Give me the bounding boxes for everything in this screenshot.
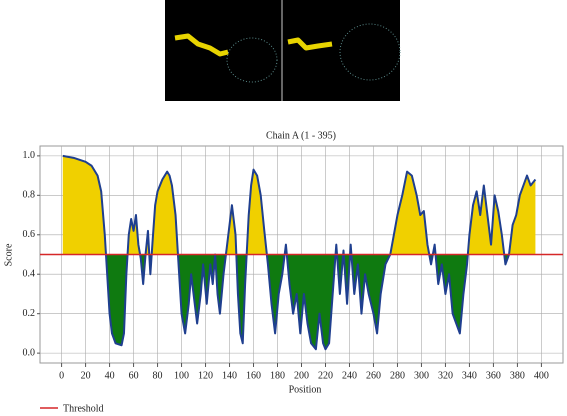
x-tick-label: 380 — [510, 370, 525, 381]
structure-helix — [174, 33, 229, 57]
x-tick-label: 60 — [129, 370, 139, 381]
area-below — [62, 254, 536, 350]
y-tick-label: 0.6 — [23, 229, 36, 240]
x-tick-label: 120 — [198, 370, 213, 381]
y-axis-label: Score — [3, 243, 14, 266]
x-tick-label: 400 — [534, 370, 549, 381]
score-line — [62, 154, 537, 351]
structure-blob — [339, 23, 401, 81]
x-tick-label: 320 — [438, 370, 453, 381]
y-tick-label: 0.8 — [23, 190, 36, 201]
structure-image — [165, 0, 401, 101]
x-tick-label: 280 — [390, 370, 405, 381]
chart-title: Chain A (1 - 395) — [266, 130, 336, 141]
x-tick-label: 40 — [105, 370, 115, 381]
x-tick-label: 220 — [318, 370, 333, 381]
y-tick-label: 1.0 — [23, 150, 36, 161]
x-tick-label: 200 — [294, 370, 309, 381]
structure-helix — [287, 37, 333, 51]
x-tick-label: 180 — [270, 370, 285, 381]
x-tick-label: 160 — [246, 370, 261, 381]
x-tick-label: 300 — [414, 370, 429, 381]
area-above — [62, 155, 536, 255]
legend-label: Threshold — [63, 403, 104, 414]
x-tick-label: 340 — [462, 370, 477, 381]
plot: 0.0 0.2 0.4 0.6 0.8 1.0 0 20 40 60 80 100 120 140 160 1… — [23, 145, 564, 381]
x-tick-label: 20 — [81, 370, 91, 381]
y-tick-label: 0.4 — [23, 269, 36, 280]
x-tick-label: 80 — [153, 370, 163, 381]
y-tick-label: 0.2 — [23, 308, 36, 319]
x-axis-label: Position — [289, 384, 322, 395]
x-tick-label: 260 — [366, 370, 381, 381]
x-tick-label: 100 — [174, 370, 189, 381]
x-tick-label: 0 — [59, 370, 64, 381]
x-tick-label: 360 — [486, 370, 501, 381]
x-tick-label: 140 — [222, 370, 237, 381]
x-tick-label: 240 — [342, 370, 357, 381]
structure-blob — [226, 37, 278, 83]
y-tick-label: 0.0 — [23, 347, 36, 358]
